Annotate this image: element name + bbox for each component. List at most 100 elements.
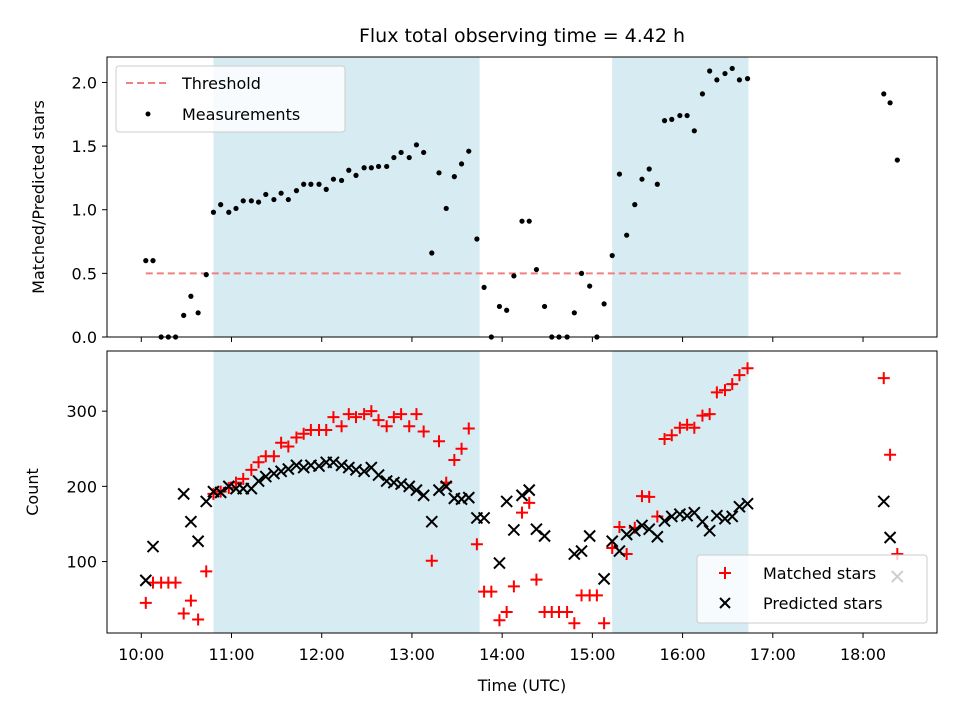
measurement-point bbox=[406, 154, 412, 161]
measurement-point bbox=[533, 266, 540, 273]
predicted-star-point bbox=[290, 459, 303, 472]
measurement-point bbox=[714, 77, 720, 83]
predicted-star-point bbox=[500, 495, 513, 508]
predicted-star-point bbox=[259, 470, 272, 483]
matched-star-point bbox=[169, 576, 182, 589]
measurement-point bbox=[511, 273, 517, 279]
star-count-panel: 100 200 300 10:00 11:00 12:00 13:00 14:00 15:00… bbox=[23, 350, 938, 695]
matched-star-point bbox=[462, 422, 475, 435]
matched-star-point bbox=[342, 408, 355, 421]
observing-intervals-bottom bbox=[213, 351, 749, 633]
measurement-point bbox=[729, 65, 735, 72]
matched-star-point bbox=[613, 520, 626, 533]
measurement-point bbox=[677, 112, 683, 119]
x-tick-label: 14:00 bbox=[479, 645, 525, 664]
predicted-star-point bbox=[696, 515, 709, 528]
matched-star-point bbox=[733, 369, 746, 382]
predicted-star-point bbox=[703, 524, 716, 537]
measurement-point bbox=[398, 149, 404, 156]
matched-star-point bbox=[410, 408, 423, 421]
predicted-star-point bbox=[741, 497, 754, 510]
matched-star-point bbox=[485, 585, 498, 598]
measurement-point bbox=[240, 198, 246, 204]
x-axis-label: Time (UTC) bbox=[477, 676, 566, 695]
matched-star-point bbox=[561, 605, 574, 618]
predicted-star-point bbox=[222, 480, 236, 493]
matched-star-point bbox=[177, 607, 190, 620]
y-tick-label: 100 bbox=[66, 553, 97, 572]
legend-bottom-box bbox=[696, 554, 928, 624]
predicted-star-point bbox=[628, 524, 641, 537]
measurement-point bbox=[181, 312, 187, 318]
predicted-star-point bbox=[680, 509, 694, 522]
predicted-star-point bbox=[274, 465, 288, 478]
legend-predicted-swatch bbox=[719, 597, 731, 609]
measurement-point bbox=[541, 303, 548, 310]
legend-threshold-label: Threshold bbox=[181, 74, 261, 93]
measurement-point bbox=[421, 149, 427, 156]
measurement-point bbox=[894, 157, 900, 163]
predicted-star-point bbox=[312, 459, 326, 473]
x-tick-label: 13:00 bbox=[389, 645, 435, 664]
top-axes-frame bbox=[106, 56, 938, 338]
predicted-star-point bbox=[335, 459, 348, 472]
matched-star-point bbox=[688, 421, 701, 434]
measurement-point bbox=[210, 209, 217, 215]
legend-predicted-label: Predicted stars bbox=[763, 594, 883, 613]
predicted-star-point bbox=[297, 461, 310, 474]
measurement-point bbox=[436, 170, 442, 176]
x-axis-ticks-top bbox=[140, 337, 864, 342]
measurement-point bbox=[616, 171, 623, 177]
matched-star-point bbox=[139, 596, 152, 609]
matched-star-point bbox=[380, 420, 393, 433]
predicted-star-point bbox=[394, 477, 408, 491]
matched-star-point bbox=[425, 554, 438, 567]
matched-star-point bbox=[493, 614, 506, 627]
measurement-point bbox=[195, 310, 201, 316]
measurement-point bbox=[639, 176, 645, 182]
matched-star-point bbox=[710, 386, 723, 399]
count-marks bbox=[139, 362, 904, 630]
measurement-point bbox=[571, 310, 577, 316]
predicted-star-point bbox=[583, 529, 596, 543]
bottom-y-axis-label: Count bbox=[23, 468, 42, 516]
matched-star-point bbox=[372, 414, 385, 427]
matched-star-point bbox=[507, 580, 520, 593]
matched-star-point bbox=[365, 405, 378, 418]
measurement-point bbox=[684, 112, 690, 119]
measurement-point bbox=[285, 196, 291, 203]
measurement-point bbox=[263, 191, 269, 198]
matched-star-point bbox=[470, 538, 483, 551]
predicted-star-point bbox=[462, 491, 475, 504]
predicted-star-point bbox=[575, 544, 588, 558]
x-tick-label: 17:00 bbox=[750, 645, 796, 664]
matched-star-point bbox=[590, 589, 603, 602]
matched-star-point bbox=[673, 421, 686, 434]
measurement-point bbox=[722, 70, 728, 77]
measurement-point bbox=[466, 148, 472, 154]
measurement-point bbox=[624, 232, 630, 238]
matched-star-point bbox=[643, 490, 656, 503]
predicted-star-point bbox=[410, 483, 423, 497]
x-tick-label: 10:00 bbox=[118, 645, 164, 664]
measurement-point bbox=[632, 202, 638, 208]
y-tick-label: 0.0 bbox=[72, 328, 97, 347]
measurement-point bbox=[526, 218, 532, 224]
matched-star-point bbox=[500, 605, 513, 618]
legend-bottom: Matched stars Predicted stars bbox=[696, 554, 928, 624]
matched-star-point bbox=[290, 431, 303, 444]
legend-top-box bbox=[115, 65, 346, 133]
matched-star-point bbox=[184, 594, 197, 607]
observing-interval-band bbox=[612, 57, 749, 337]
matched-star-point bbox=[448, 454, 461, 467]
measurement-point bbox=[413, 142, 420, 148]
predicted-star-point bbox=[613, 544, 626, 558]
measurement-point bbox=[744, 76, 751, 82]
measurement-point bbox=[278, 190, 284, 196]
legend-matched-swatch bbox=[719, 567, 731, 579]
bottom-axes-frame bbox=[106, 350, 938, 634]
measurement-point bbox=[578, 270, 585, 276]
measurement-point bbox=[353, 172, 359, 178]
predicted-star-point bbox=[718, 512, 732, 525]
measurement-point bbox=[519, 218, 525, 224]
